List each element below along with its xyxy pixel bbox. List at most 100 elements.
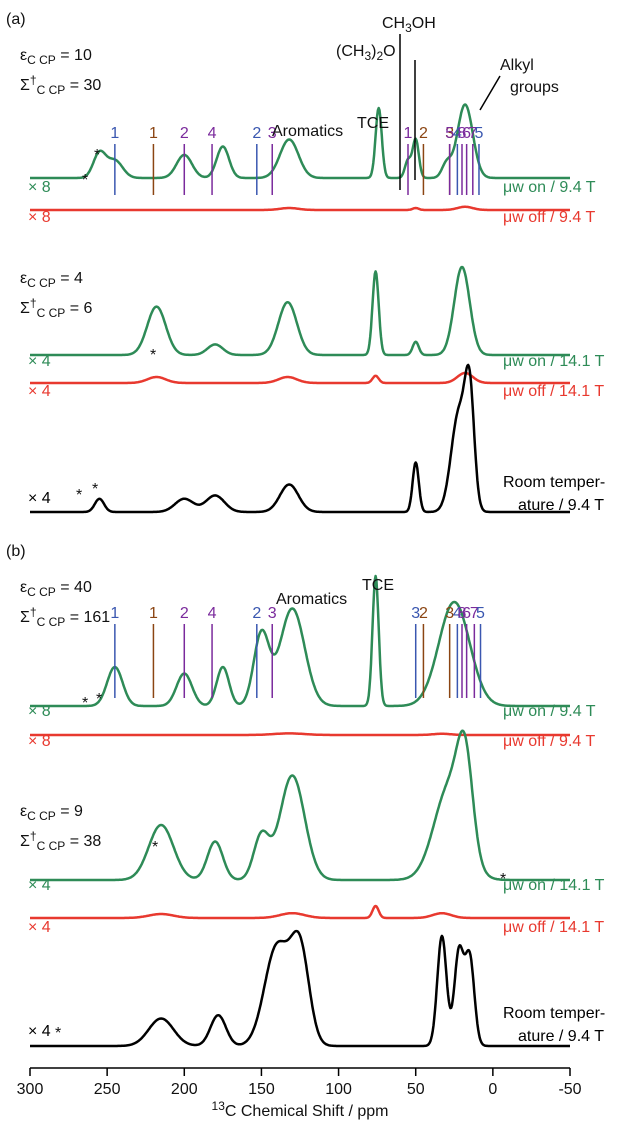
panel-b-label: (b) bbox=[6, 543, 26, 560]
peak-marker-label: 3 bbox=[268, 605, 277, 622]
cond-a-rt-2: ature / 9.4 T bbox=[518, 497, 604, 514]
panel-a-epsilon-2: εC CP = 4 bbox=[20, 270, 83, 290]
panel-b-epsilon: εC CP = 40 bbox=[20, 579, 92, 599]
cond-a-off-141: μw off / 14.1 T bbox=[503, 383, 604, 400]
peak-marker-label: 3 bbox=[268, 125, 277, 142]
spectrum-a-rt bbox=[29, 363, 571, 514]
scale-b-on-141: × 4 bbox=[28, 877, 51, 894]
spectrum-a-off-141 bbox=[29, 371, 571, 385]
annot-alkyl: Alkyl bbox=[500, 57, 534, 74]
sideband-asterisk: * bbox=[150, 347, 156, 364]
sideband-asterisk: * bbox=[82, 172, 88, 189]
x-tick-label: 200 bbox=[171, 1081, 198, 1098]
sideband-asterisk: * bbox=[55, 1025, 61, 1042]
peak-marker-label: 2 bbox=[419, 605, 428, 622]
x-tick-label: 0 bbox=[488, 1081, 497, 1098]
peak-marker-label: 4 bbox=[453, 125, 462, 142]
annot-groups: groups bbox=[510, 79, 559, 96]
spectra-traces bbox=[29, 103, 571, 1048]
sideband-asterisk: * bbox=[152, 839, 158, 856]
peak-marker-label: 6 bbox=[462, 125, 471, 142]
x-tick-label: -50 bbox=[558, 1081, 581, 1098]
scale-a-rt: × 4 bbox=[28, 490, 51, 507]
panel-a-sigma: Σ†C CP = 30 bbox=[20, 73, 101, 97]
sideband-asterisk: * bbox=[92, 481, 98, 498]
spectrum-a-off-94 bbox=[29, 205, 571, 212]
cond-a-off-94: μw off / 9.4 T bbox=[503, 209, 595, 226]
x-tick-label: 50 bbox=[407, 1081, 425, 1098]
peak-marker-label: 1 bbox=[110, 125, 119, 142]
scale-a-on-94: × 8 bbox=[28, 179, 51, 196]
spectrum-b-off-94 bbox=[29, 732, 571, 737]
annot-aromatics-a: Aromatics bbox=[272, 123, 343, 140]
spectrum-b-off-141 bbox=[29, 904, 571, 920]
peak-marker-label: 7 bbox=[468, 125, 477, 142]
scale-a-off-94: × 8 bbox=[28, 209, 51, 226]
cond-b-on-141: μw on / 14.1 T bbox=[503, 877, 605, 894]
panel-b-epsilon-2: εC CP = 9 bbox=[20, 803, 83, 823]
peak-marker-label: 2 bbox=[252, 125, 261, 142]
sideband-asterisk: * bbox=[76, 487, 82, 504]
peak-marker-label: 2 bbox=[180, 125, 189, 142]
scale-a-off-141: × 4 bbox=[28, 383, 51, 400]
peak-marker-label: 1 bbox=[149, 125, 158, 142]
peak-marker-label: 4 bbox=[208, 125, 217, 142]
peak-marker-label: 8 bbox=[458, 605, 467, 622]
panel-a-epsilon: εC CP = 10 bbox=[20, 47, 92, 67]
annot-aromatics-b: Aromatics bbox=[276, 591, 347, 608]
cond-b-rt-1: Room temper- bbox=[503, 1005, 605, 1022]
cond-a-on-141: μw on / 14.1 T bbox=[503, 353, 605, 370]
cond-b-on-94: μw on / 9.4 T bbox=[503, 703, 596, 720]
panel-a-sigma-2: Σ†C CP = 6 bbox=[20, 296, 92, 320]
annot-ch3oh: CH3OH bbox=[382, 15, 436, 35]
annot-tce-a: TCE bbox=[357, 115, 389, 132]
panel-b-sigma-2: Σ†C CP = 38 bbox=[20, 829, 101, 853]
peak-marker-label: 1 bbox=[110, 605, 119, 622]
spectrum-b-on-141 bbox=[29, 729, 571, 882]
scale-b-on-94: × 8 bbox=[28, 703, 51, 720]
cond-b-off-141: μw off / 14.1 T bbox=[503, 919, 604, 936]
peak-marker-label: 5 bbox=[445, 125, 454, 142]
x-tick-label: 100 bbox=[325, 1081, 352, 1098]
annot-tce-b: TCE bbox=[362, 577, 394, 594]
sideband-asterisk: * bbox=[82, 695, 88, 712]
sideband-asterisk: * bbox=[500, 871, 506, 888]
peak-marker-label: 3 bbox=[445, 605, 454, 622]
cond-a-on-94: μw on / 9.4 T bbox=[503, 179, 596, 196]
x-tick-label: 300 bbox=[17, 1081, 44, 1098]
scale-b-off-94: × 8 bbox=[28, 733, 51, 750]
peak-marker-label: 3 bbox=[411, 605, 420, 622]
peak-marker-label: 1 bbox=[404, 125, 413, 142]
cond-b-rt-2: ature / 9.4 T bbox=[518, 1028, 604, 1045]
peak-marker-label: 3 bbox=[445, 125, 454, 142]
peak-marker-label: 1 bbox=[149, 605, 158, 622]
sideband-asterisk: * bbox=[94, 147, 100, 164]
scale-b-rt: × 4 bbox=[28, 1023, 51, 1040]
peak-marker-label: 2 bbox=[252, 605, 261, 622]
x-tick-label: 150 bbox=[248, 1081, 275, 1098]
peak-marker-label: 4 bbox=[453, 605, 462, 622]
panel-b-sigma: Σ†C CP = 161 bbox=[20, 605, 110, 629]
peak-marker-label: 8 bbox=[458, 125, 467, 142]
peak-marker-label: 5 bbox=[476, 605, 485, 622]
alkyl-pointer bbox=[479, 75, 501, 111]
cond-b-off-94: μw off / 9.4 T bbox=[503, 733, 595, 750]
sideband-asterisk: * bbox=[96, 691, 102, 708]
peak-marker-label: 6 bbox=[462, 605, 471, 622]
spectrum-a-on-141 bbox=[29, 265, 571, 357]
spectrum-a-on-94 bbox=[29, 103, 571, 180]
panel-a-label: (a) bbox=[6, 11, 26, 28]
x-axis: 300 250 200 150 100 50 0 -50 bbox=[17, 1067, 582, 1098]
x-axis-label: 13C Chemical Shift / ppm bbox=[212, 1099, 389, 1120]
x-tick-label: 250 bbox=[94, 1081, 121, 1098]
spectrum-b-rt bbox=[29, 929, 571, 1048]
peak-marker-label: 5 bbox=[475, 125, 484, 142]
peak-marker-label: 2 bbox=[419, 125, 428, 142]
scale-a-on-141: × 4 bbox=[28, 353, 51, 370]
peak-marker-label: 7 bbox=[470, 605, 479, 622]
annot-dme: (CH3)2O bbox=[336, 43, 396, 63]
cond-a-rt-1: Room temper- bbox=[503, 474, 605, 491]
peak-marker-label: 4 bbox=[208, 605, 217, 622]
